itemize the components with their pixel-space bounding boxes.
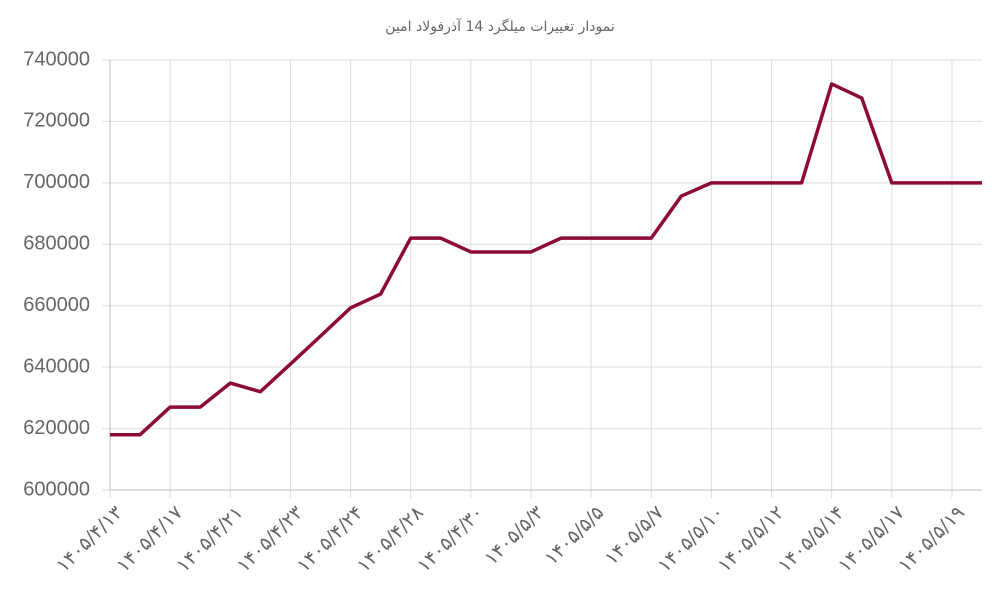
chart-title: نمودار تغییرات میلگرد 14 آذرفولاد امین (385, 18, 614, 35)
x-tick-label: ۱۴۰۵/۵/۱۹ (894, 502, 969, 577)
y-tick-label: 620000 (23, 417, 90, 439)
x-tick-label: ۱۴۰۵/۵/۵ (540, 502, 608, 570)
line-series (110, 82, 982, 437)
y-tick-label: 700000 (23, 171, 90, 193)
y-tick-label: 660000 (23, 294, 90, 316)
y-tick-label: 640000 (23, 355, 90, 377)
x-tick-label: ۱۴۰۵/۴/۳۰ (413, 502, 488, 577)
y-tick-label: 680000 (23, 233, 90, 255)
y-tick-label: 600000 (23, 478, 90, 500)
y-tick-label: 740000 (23, 48, 90, 70)
x-tick-label: ۱۴۰۵/۵/۳ (480, 502, 548, 570)
y-tick-label: 720000 (23, 110, 90, 132)
